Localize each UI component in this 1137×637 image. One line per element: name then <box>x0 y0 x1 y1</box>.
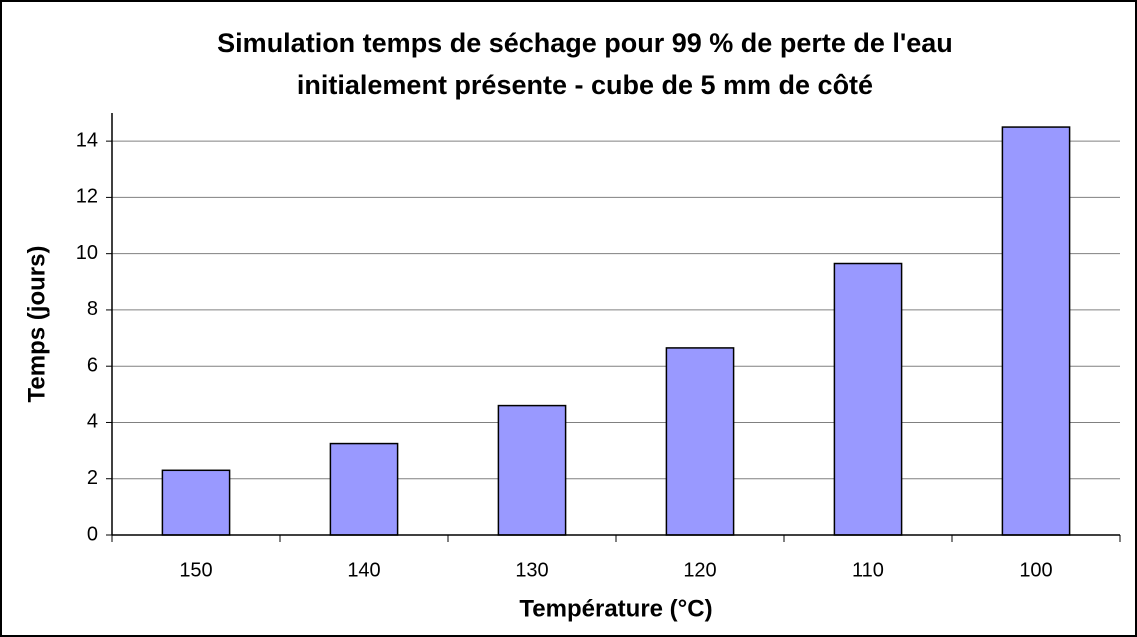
x-tick-label: 120 <box>683 559 716 581</box>
y-tick-label: 6 <box>87 354 98 376</box>
x-tick-label: 150 <box>179 559 212 581</box>
y-tick-label: 0 <box>87 523 98 545</box>
bar <box>1001 126 1071 536</box>
x-tick-label: 130 <box>515 559 548 581</box>
bar <box>833 262 903 536</box>
chart-title: initialement présente - cube de 5 mm de … <box>297 70 873 100</box>
y-tick-label: 10 <box>76 242 98 264</box>
bar <box>329 442 399 536</box>
x-tick-label: 110 <box>852 559 884 581</box>
y-tick-label: 14 <box>76 129 98 151</box>
bar <box>161 469 231 536</box>
bar <box>665 347 735 536</box>
y-tick-label: 4 <box>87 411 98 433</box>
bar <box>497 404 567 536</box>
x-tick-label: 100 <box>1019 559 1052 581</box>
x-tick-label: 140 <box>347 559 380 581</box>
y-tick-label: 8 <box>87 298 98 320</box>
y-axis-title: Temps (jours) <box>23 246 50 403</box>
y-tick-label: 12 <box>76 186 98 208</box>
x-axis-title: Température (°C) <box>519 595 712 622</box>
chart-title: Simulation temps de séchage pour 99 % de… <box>217 28 953 58</box>
y-tick-label: 2 <box>87 467 98 489</box>
